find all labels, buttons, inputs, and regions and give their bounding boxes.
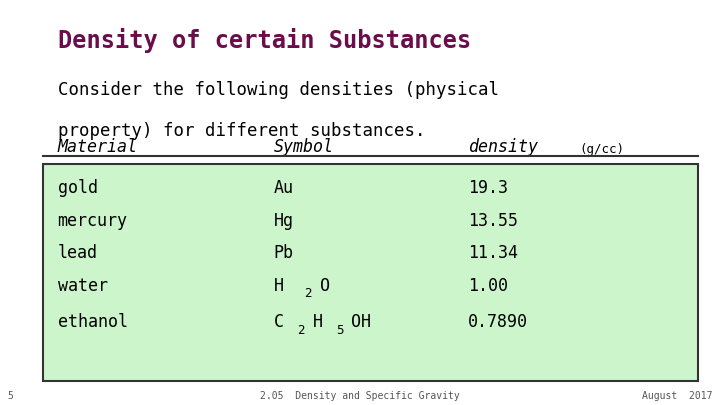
Text: 19.3: 19.3: [468, 179, 508, 197]
Text: Symbol: Symbol: [274, 138, 333, 156]
Text: Consider the following densities (physical: Consider the following densities (physic…: [58, 81, 498, 99]
Text: lead: lead: [58, 244, 98, 262]
Text: (g/cc): (g/cc): [580, 143, 625, 156]
Text: water: water: [58, 277, 107, 294]
Text: gold: gold: [58, 179, 98, 197]
Text: 13.55: 13.55: [468, 212, 518, 230]
Text: 2.05  Density and Specific Gravity: 2.05 Density and Specific Gravity: [260, 391, 460, 401]
FancyBboxPatch shape: [43, 164, 698, 381]
Text: ethanol: ethanol: [58, 313, 127, 331]
Text: H: H: [313, 313, 323, 331]
Text: O: O: [320, 277, 330, 294]
Text: density: density: [468, 138, 538, 156]
Text: August  2017: August 2017: [642, 391, 713, 401]
Text: Pb: Pb: [274, 244, 294, 262]
Text: property) for different substances.: property) for different substances.: [58, 122, 425, 139]
Text: OH: OH: [351, 313, 372, 331]
Text: 2: 2: [304, 287, 311, 300]
Text: 11.34: 11.34: [468, 244, 518, 262]
Text: 1.00: 1.00: [468, 277, 508, 294]
Text: mercury: mercury: [58, 212, 127, 230]
Text: H: H: [274, 277, 284, 294]
Text: Density of certain Substances: Density of certain Substances: [58, 28, 471, 53]
Text: Material: Material: [58, 138, 138, 156]
Text: 0.7890: 0.7890: [468, 313, 528, 331]
Text: Hg: Hg: [274, 212, 294, 230]
Text: 5: 5: [336, 324, 343, 337]
Text: 5: 5: [7, 391, 13, 401]
Text: Au: Au: [274, 179, 294, 197]
Text: 2: 2: [297, 324, 304, 337]
Text: C: C: [274, 313, 284, 331]
